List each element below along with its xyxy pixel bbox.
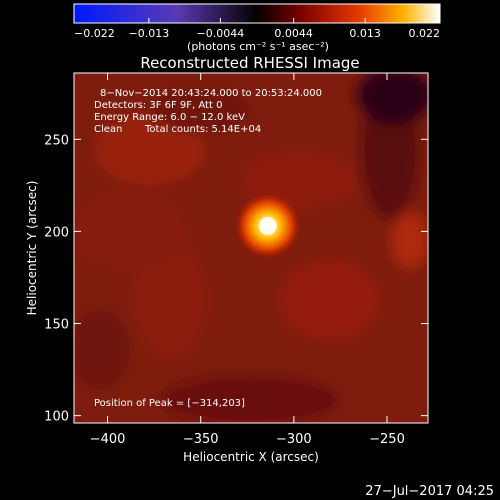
colorbar-ticks: −0.022 −0.013 −0.0044 0.0044 0.013 0.022 bbox=[73, 18, 441, 40]
x-tick-label: −400 bbox=[90, 432, 126, 447]
y-axis-label: Heliocentric Y (arcsec) bbox=[25, 181, 39, 316]
x-axis-ticks: −400 −350 −300 −250 bbox=[90, 73, 405, 447]
colorbar-tick-label: −0.0044 bbox=[197, 27, 245, 40]
y-tick-label: 250 bbox=[44, 133, 69, 148]
colorbar-tick-label: 0.022 bbox=[409, 27, 441, 40]
chart-title: Reconstructed RHESSI Image bbox=[140, 54, 359, 72]
footer-timestamp: 27−Jul−2017 04:25 bbox=[365, 484, 494, 499]
annotation-time-range: 8−Nov−2014 20:43:24.000 to 20:53:24.000 bbox=[100, 88, 322, 99]
colorbar-tick-label: 0.0044 bbox=[274, 27, 313, 40]
annotation-energy-range: Energy Range: 6.0 − 12.0 keV bbox=[94, 112, 245, 123]
colorbar-tick-label: 0.013 bbox=[349, 27, 381, 40]
image-structure bbox=[74, 73, 428, 423]
annotation-total-counts: Total counts: 5.14E+04 bbox=[144, 124, 261, 135]
y-tick-label: 100 bbox=[44, 410, 69, 425]
emission-peak-core bbox=[258, 216, 277, 235]
colorbar-tick-label: −0.022 bbox=[74, 27, 115, 40]
y-axis-ticks: 100 150 200 250 bbox=[44, 133, 428, 425]
annotation-detectors: Detectors: 3F 6F 9F, Att 0 bbox=[94, 100, 222, 111]
x-axis-label: Heliocentric X (arcsec) bbox=[183, 450, 319, 464]
annotation-clean: Clean bbox=[94, 124, 122, 135]
y-tick-label: 200 bbox=[44, 225, 69, 240]
y-tick-label: 150 bbox=[44, 318, 69, 333]
x-tick-label: −250 bbox=[369, 432, 405, 447]
colorbar bbox=[73, 3, 441, 24]
colorbar-unit-label: (photons cm⁻² s⁻¹ asec⁻²) bbox=[187, 40, 329, 53]
x-tick-label: −300 bbox=[276, 432, 312, 447]
colorbar-tick-label: −0.013 bbox=[129, 27, 170, 40]
x-tick-label: −350 bbox=[183, 432, 219, 447]
image-area bbox=[74, 73, 428, 423]
annotation-peak-position: Position of Peak = [−314,203] bbox=[94, 398, 245, 409]
plot-frame bbox=[73, 72, 429, 424]
